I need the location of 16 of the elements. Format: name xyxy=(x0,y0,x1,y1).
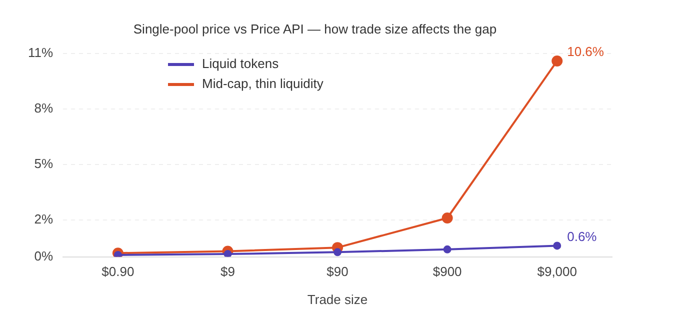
annotation: 10.6% xyxy=(567,44,604,60)
y-tick-label: 0% xyxy=(34,248,54,264)
x-tick-label: $9,000 xyxy=(537,264,577,280)
legend-label: Liquid tokens xyxy=(202,55,279,73)
x-tick-label: $9 xyxy=(220,264,235,280)
y-tick-label: 11% xyxy=(28,45,54,60)
annotation: 0.6% xyxy=(567,228,598,244)
x-axis-title: Trade size xyxy=(307,292,368,307)
chart-title: Single-pool price vs Price API — how trade size affects the gap xyxy=(133,21,497,36)
y-tick-label: 8% xyxy=(34,100,54,116)
x-tick-label: $90 xyxy=(326,264,348,280)
y-tick-label: 2% xyxy=(34,211,54,226)
x-tick-label: $0.90 xyxy=(102,264,134,280)
legend-label: Mid-cap, thin liquidity xyxy=(202,75,324,93)
y-tick-label: 5% xyxy=(34,156,54,172)
x-tick-label: $900 xyxy=(432,264,462,280)
